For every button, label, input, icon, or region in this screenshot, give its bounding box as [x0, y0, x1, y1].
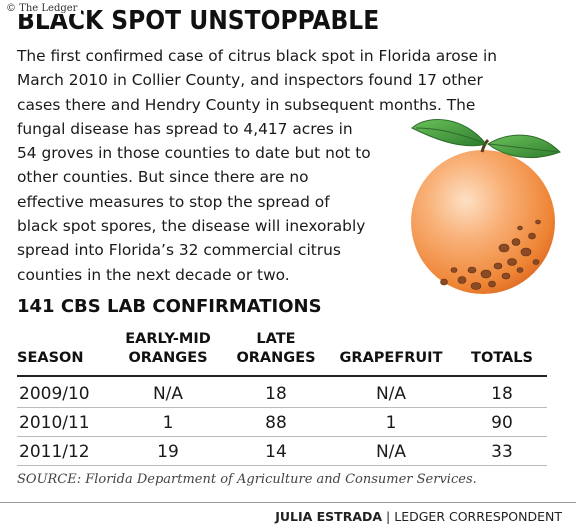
table-cell-totals: 90 — [491, 413, 513, 433]
header-early-mid-line2: ORANGES — [128, 350, 208, 366]
byline: JULIA ESTRADA | LEDGER CORRESPONDENT — [275, 509, 562, 524]
table-cell-early-mid: N/A — [152, 384, 184, 404]
header-early-mid-line1: EARLY-MID — [125, 331, 211, 347]
header-late-line1: LATE — [256, 331, 296, 347]
body-line: March 2010 in Collier County, and inspec… — [17, 71, 483, 90]
table-title: 141 CBS LAB CONFIRMATIONS — [17, 296, 322, 317]
byline-role: LEDGER CORRESPONDENT — [394, 509, 562, 524]
table-cell-totals: 33 — [491, 442, 513, 462]
black-spots — [440, 219, 541, 290]
leaf-right-icon — [487, 134, 561, 158]
table-cell-grapefruit: N/A — [375, 384, 407, 404]
orange-stem — [480, 138, 490, 153]
table-cell-late: 18 — [265, 384, 287, 404]
body-line: spread into Florida’s 32 commercial citr… — [17, 241, 341, 260]
body-line: fungal disease has spread to 4,417 acres… — [17, 119, 353, 138]
header-late-line2: ORANGES — [236, 350, 316, 366]
body-line: cases there and Hendry County in subsequ… — [17, 95, 476, 114]
row-divider — [17, 465, 547, 466]
body-line: other counties. But since there are no — [17, 168, 309, 187]
table-cell-grapefruit: N/A — [375, 442, 407, 462]
intro-text: The first confirmed case of citrus black… — [17, 44, 497, 287]
header-season: SEASON — [17, 350, 84, 366]
source-note: SOURCE: Florida Department of Agricultur… — [17, 472, 477, 487]
row-divider — [17, 436, 547, 437]
leaf-left-icon — [411, 119, 487, 147]
byline-name: JULIA ESTRADA — [275, 509, 383, 524]
header-totals: TOTALS — [471, 350, 533, 366]
header-grapefruit: GRAPEFRUIT — [339, 350, 443, 366]
table-cell-totals: 18 — [491, 384, 513, 404]
table-cell-late: 14 — [265, 442, 287, 462]
table-cell-season: 2009/10 — [19, 384, 90, 404]
byline-separator: | — [386, 509, 391, 524]
row-divider — [17, 407, 547, 408]
body-line: black spot spores, the disease will inex… — [17, 217, 366, 236]
body-line: 54 groves in those counties to date but … — [17, 144, 371, 163]
table-cell-early-mid: 1 — [162, 413, 174, 433]
table-cell-grapefruit: 1 — [385, 413, 397, 433]
body-line: The first confirmed case of citrus black… — [17, 47, 498, 65]
header-rule — [17, 375, 547, 377]
byline-rule — [0, 502, 576, 503]
copyright-credit: © The Ledger — [4, 3, 82, 14]
table-cell-season: 2010/11 — [19, 413, 90, 433]
orange-illustration — [411, 119, 561, 294]
table-cell-late: 88 — [265, 413, 287, 433]
table-cell-early-mid: 19 — [157, 442, 179, 462]
body-line: counties in the next decade or two. — [17, 265, 290, 284]
table-cell-season: 2011/12 — [19, 442, 90, 462]
orange-fruit — [411, 150, 555, 294]
body-line: effective measures to stop the spread of — [17, 192, 330, 211]
